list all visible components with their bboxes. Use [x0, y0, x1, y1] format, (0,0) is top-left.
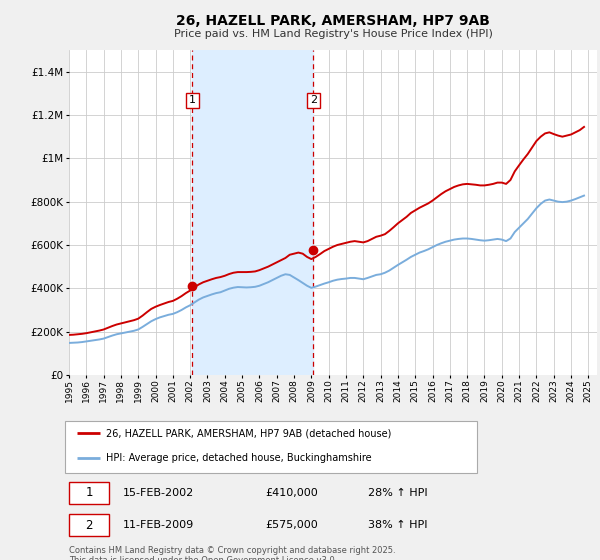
Text: Price paid vs. HM Land Registry's House Price Index (HPI): Price paid vs. HM Land Registry's House …	[173, 29, 493, 39]
Text: £575,000: £575,000	[265, 520, 318, 530]
Text: HPI: Average price, detached house, Buckinghamshire: HPI: Average price, detached house, Buck…	[106, 453, 371, 463]
Text: 28% ↑ HPI: 28% ↑ HPI	[368, 488, 428, 498]
Text: 38% ↑ HPI: 38% ↑ HPI	[368, 520, 428, 530]
Text: 15-FEB-2002: 15-FEB-2002	[123, 488, 194, 498]
Text: 26, HAZELL PARK, AMERSHAM, HP7 9AB (detached house): 26, HAZELL PARK, AMERSHAM, HP7 9AB (deta…	[106, 428, 391, 438]
Bar	[192, 50, 313, 375]
FancyBboxPatch shape	[69, 514, 109, 536]
Text: 2: 2	[310, 95, 317, 105]
Text: 11-FEB-2009: 11-FEB-2009	[123, 520, 194, 530]
Text: 1: 1	[85, 487, 93, 500]
Text: 26, HAZELL PARK, AMERSHAM, HP7 9AB: 26, HAZELL PARK, AMERSHAM, HP7 9AB	[176, 14, 490, 28]
Text: Contains HM Land Registry data © Crown copyright and database right 2025.
This d: Contains HM Land Registry data © Crown c…	[69, 546, 395, 560]
FancyBboxPatch shape	[65, 421, 477, 473]
FancyBboxPatch shape	[69, 482, 109, 504]
Text: £410,000: £410,000	[265, 488, 318, 498]
Text: 2: 2	[85, 519, 93, 531]
Text: 1: 1	[189, 95, 196, 105]
